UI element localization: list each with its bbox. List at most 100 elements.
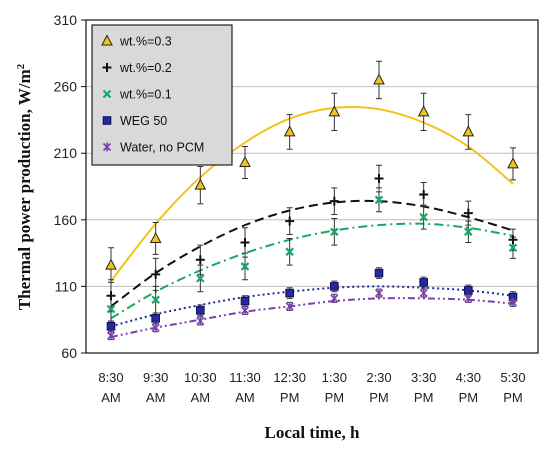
data-point [330, 227, 339, 237]
data-point [508, 243, 518, 253]
y-tick-label: 160 [54, 212, 78, 228]
data-point [374, 174, 384, 184]
data-point [417, 105, 430, 117]
data-point [151, 295, 160, 304]
data-point [151, 323, 160, 333]
x-tick-label-time: 3:30 [411, 370, 436, 385]
data-point [194, 178, 207, 190]
data-point [105, 258, 117, 270]
x-tick-label-period: PM [503, 390, 523, 405]
data-point [374, 195, 384, 205]
x-tick-label-period: AM [101, 390, 121, 405]
data-point [106, 291, 116, 301]
x-tick-label-period: AM [146, 390, 166, 405]
data-point [283, 125, 296, 137]
data-point [329, 196, 339, 206]
y-tick-label: 260 [54, 79, 78, 95]
data-point [106, 322, 116, 331]
trend-line-series-0 [110, 106, 514, 282]
y-axis-ticks: 60 110 160 210 260 310 [54, 12, 86, 361]
data-point [419, 278, 428, 287]
data-point [419, 212, 428, 222]
data-point [240, 262, 250, 271]
y-tick-label: 110 [55, 278, 78, 294]
y-tick-label: 310 [54, 12, 78, 28]
legend-label-series-4: Water, no PCM [120, 141, 204, 155]
data-point [285, 288, 294, 298]
x-tick-label-period: AM [191, 390, 211, 405]
trend-line-series-4 [110, 297, 514, 338]
data-point [240, 237, 250, 247]
trend-line-series-3 [110, 285, 514, 328]
data-point [373, 73, 385, 85]
x-tick-label-period: PM [459, 390, 479, 405]
legend-marker-series-3 [102, 116, 112, 125]
x-axis-ticks: 8:30 AM 9:30 AM 10:30 AM 11:30 AM 12:30 PM 1:30 PM 2… [98, 370, 525, 405]
data-point [196, 274, 205, 283]
x-tick-label-period: PM [369, 390, 389, 405]
data-point [464, 286, 473, 295]
x-tick-label-time: 10:30 [184, 370, 217, 385]
legend-box [91, 24, 233, 166]
y-axis-title-superscript: 2 [15, 63, 27, 69]
legend-label-series-3: WEG 50 [120, 114, 167, 128]
legend-label-series-2: wt.%=0.1 [119, 88, 172, 102]
data-point [419, 288, 428, 298]
data-point [462, 125, 475, 137]
data-point [240, 305, 250, 315]
data-point [106, 304, 116, 314]
x-axis-title: Local time, h [265, 423, 360, 442]
legend-marker-series-2 [102, 89, 112, 99]
data-point [151, 269, 161, 279]
data-point [330, 293, 339, 303]
data-point [508, 235, 518, 245]
trend-line-series-1 [110, 199, 514, 308]
data-point [196, 316, 205, 326]
trend-line-series-2 [110, 222, 514, 320]
x-tick-label-time: 2:30 [366, 370, 391, 385]
y-tick-label: 210 [54, 145, 78, 161]
data-point [195, 255, 205, 265]
plot-frame [85, 19, 539, 354]
data-point [240, 296, 250, 306]
x-tick-label-period: AM [235, 390, 255, 405]
x-tick-label-time: 4:30 [456, 370, 481, 385]
data-point [151, 314, 160, 323]
x-tick-label-time: 5:30 [500, 370, 525, 385]
x-tick-label-period: PM [414, 390, 434, 405]
data-point [285, 216, 295, 226]
x-tick-label-time: 9:30 [143, 370, 168, 385]
data-point [464, 293, 473, 303]
data-point [508, 297, 518, 307]
data-point [106, 331, 116, 341]
data-point [149, 231, 162, 243]
data-point [196, 306, 205, 315]
data-point [374, 268, 384, 278]
x-tick-label-time: 11:30 [229, 370, 261, 385]
data-point [419, 189, 429, 199]
data-point [285, 301, 294, 311]
legend-label-series-0: wt.%=0.3 [119, 35, 172, 49]
legend: wt.%=0.3 wt.%=0.2 wt.%=0.1 WEG 50 Water, no … [91, 24, 233, 166]
x-tick-label-time: 1:30 [322, 370, 347, 385]
data-point [464, 227, 473, 237]
data-point [328, 105, 341, 117]
x-tick-label-time: 12:30 [273, 370, 306, 385]
legend-label-series-1: wt.%=0.2 [119, 61, 172, 75]
data-points [105, 73, 519, 341]
data-point [507, 157, 519, 169]
y-tick-label: 60 [61, 345, 77, 361]
y-axis-title-main: Thermal power production, W/m [15, 69, 34, 310]
legend-marker-series-1 [102, 63, 112, 72]
legend-marker-series-0 [101, 34, 113, 46]
data-point [285, 247, 294, 257]
data-point [239, 155, 251, 168]
x-tick-label-period: PM [280, 390, 300, 405]
legend-marker-series-4 [102, 142, 112, 152]
x-tick-label-time: 8:30 [98, 370, 123, 385]
data-point [463, 208, 473, 218]
trend-lines [110, 106, 514, 338]
y-axis-title: Thermal power production, W/m2 [15, 63, 34, 310]
x-tick-label-period: PM [325, 390, 345, 405]
